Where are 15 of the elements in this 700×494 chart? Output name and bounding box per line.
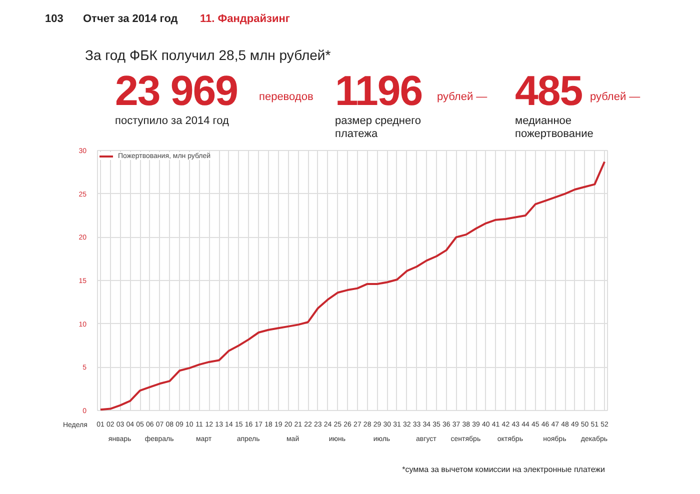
text: переводов: [259, 91, 314, 103]
text: 23 969: [115, 67, 238, 114]
text: 1196: [335, 67, 422, 114]
text: медианное пожертвование: [515, 115, 594, 140]
line-series: [99, 160, 606, 410]
text: 485: [515, 67, 582, 114]
text: рублей —: [437, 91, 488, 103]
text: 11. Фандрайзинг: [200, 13, 291, 26]
text: Отчет за 2014 год: [83, 13, 178, 25]
text: *сумма за вычетом комиссии на электронные платежи: [401, 465, 605, 474]
text: 103: [45, 13, 64, 25]
text: поступило за 2014 год: [115, 115, 230, 128]
chart-title: За год ФБК получил 28,5 млн рублей*: [85, 47, 331, 63]
text: рублей —: [590, 91, 642, 104]
text: размер среднего платежа: [335, 115, 422, 140]
